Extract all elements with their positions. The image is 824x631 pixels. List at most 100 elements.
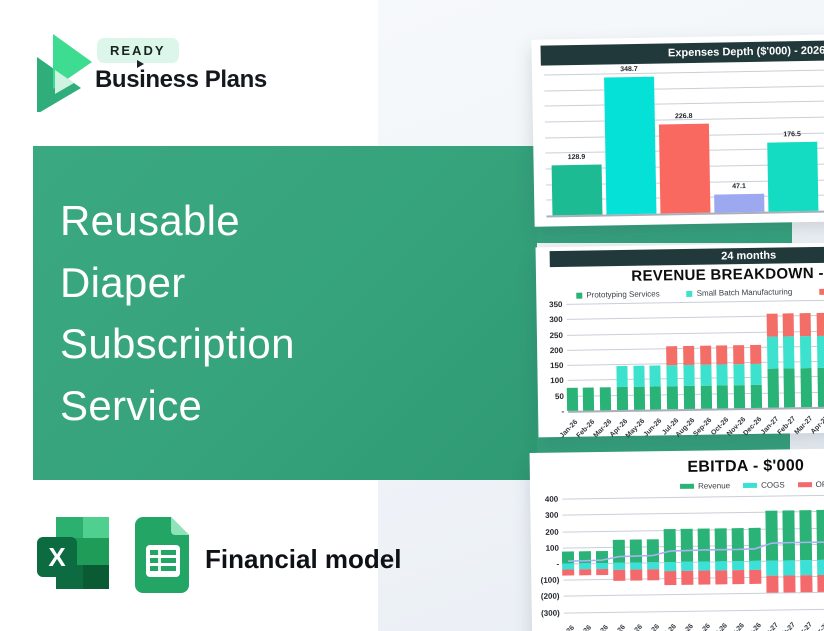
google-sheets-icon <box>135 517 189 593</box>
y-tick-label: 200 <box>549 345 564 355</box>
ebitda-plot <box>561 489 824 619</box>
hero-title-line: Subscription <box>60 320 295 368</box>
revenue-bar-segment <box>733 363 745 386</box>
logo-mark-icon <box>37 34 92 112</box>
revenue-bar-segment <box>649 365 661 387</box>
bar-value-label: 176.5 <box>783 130 801 139</box>
revenue-bar-segment <box>816 312 824 336</box>
revenue-bar-segment <box>683 364 695 387</box>
bar-value-label: 348.7 <box>620 66 638 74</box>
legend-item: Consulting Services <box>819 286 824 296</box>
gridline <box>544 98 824 107</box>
expense-bar <box>767 141 819 212</box>
revenue-bar-segment <box>800 367 813 408</box>
y-tick-label: 350 <box>549 299 563 310</box>
excel-icon: X <box>37 517 109 589</box>
y-tick-label: (300) <box>541 608 560 618</box>
ebitda-line <box>568 541 824 562</box>
revenue-bar-segment <box>783 336 795 369</box>
legend-swatch <box>797 482 812 488</box>
y-tick-label: 400 <box>544 494 559 505</box>
chart-card-revenue: 24 months REVENUE BREAKDOWN - $'000 Prot… <box>535 240 824 440</box>
revenue-bar-segment <box>599 387 612 411</box>
expense-bar <box>714 193 765 213</box>
legend-swatch <box>686 290 693 297</box>
expenses-plot: 128.9 348.7 226.8 47.1 176.5 <box>544 62 824 218</box>
legend-label: COGS <box>760 480 785 490</box>
ebitda-chart-legend: RevenueCOGSOPEX0 <box>680 479 824 491</box>
legend-item: OPEX <box>797 479 824 490</box>
bar-value-label: 226.8 <box>674 113 693 121</box>
hero-title-line: Reusable <box>60 197 240 244</box>
hero-banner: Reusable Diaper Subscription Service <box>33 146 537 480</box>
revenue-chart-badge: 24 months <box>549 244 824 268</box>
revenue-bar-segment <box>750 384 762 408</box>
revenue-bar-segment <box>683 385 695 410</box>
revenue-plot <box>566 297 824 413</box>
revenue-bar-segment <box>749 345 762 364</box>
svg-text:X: X <box>48 542 66 572</box>
expense-bar <box>604 77 657 215</box>
expense-bar <box>551 164 603 216</box>
legend-item: Revenue <box>680 481 730 491</box>
ready-badge: READY <box>97 38 179 63</box>
revenue-bar-segment <box>582 387 595 411</box>
revenue-bar-segment <box>566 387 578 411</box>
legend-swatch <box>576 292 583 299</box>
revenue-bar-segment <box>682 346 695 365</box>
gridline <box>544 67 824 76</box>
revenue-bar-segment <box>716 345 728 365</box>
revenue-bar-segment <box>766 368 779 408</box>
legend-label: OPEX <box>815 479 824 490</box>
revenue-bar-segment <box>616 365 628 388</box>
legend-label: Revenue <box>697 481 731 491</box>
revenue-bar-segment <box>666 364 678 387</box>
chart-card-ebitda: EBITDA - $'000 RevenueCOGSOPEX0 40030020… <box>529 446 824 631</box>
revenue-bar-segment <box>666 386 679 410</box>
hero-title: Reusable Diaper Subscription Service <box>60 190 295 437</box>
y-tick-label: 50 <box>554 391 564 401</box>
revenue-bar-segment <box>817 367 824 407</box>
expense-bar <box>658 123 711 214</box>
revenue-bar-segment <box>733 345 745 364</box>
y-tick-label: 100 <box>550 376 564 386</box>
revenue-bar-segment <box>799 336 812 369</box>
revenue-bar-segment <box>816 335 824 368</box>
revenue-bar-segment <box>733 385 746 409</box>
revenue-bar-segment <box>716 363 728 386</box>
y-tick-label: 250 <box>549 330 563 340</box>
hero-title-line: Service <box>60 382 203 430</box>
legend-item: Small Batch Manufacturing <box>686 287 793 298</box>
y-tick-label: 200 <box>545 527 559 537</box>
legend-item: COGS <box>743 480 785 490</box>
hero-title-line: Diaper <box>60 258 186 306</box>
revenue-bar-segment <box>666 346 678 365</box>
revenue-bar-segment <box>782 313 795 337</box>
card-shadow <box>533 222 792 243</box>
revenue-bar-segment <box>699 345 711 365</box>
y-tick-label: (100) <box>540 575 560 586</box>
revenue-bar-segment <box>750 363 762 386</box>
product-row: X Financial model <box>33 514 453 604</box>
product-label: Financial model <box>205 544 402 574</box>
y-tick-label: (200) <box>540 592 560 602</box>
y-tick-label: 300 <box>549 315 563 325</box>
y-tick-label: - <box>556 559 560 569</box>
expenses-chart-header: Expenses Depth ($'000) - 2026 <box>540 38 824 66</box>
y-tick-label: 100 <box>545 543 559 553</box>
y-tick-label: - <box>561 406 565 416</box>
legend-swatch <box>743 482 758 489</box>
legend-swatch <box>680 483 695 489</box>
revenue-chart-legend: Prototyping Services Small Batch Manufact… <box>576 285 824 300</box>
legend-swatch <box>819 288 824 295</box>
revenue-bar-segment <box>783 368 796 408</box>
brand-logo: READY Business Plans <box>34 30 334 112</box>
gridline <box>544 83 824 92</box>
legend-label: Small Batch Manufacturing <box>696 287 793 298</box>
brand-name: Business Plans <box>95 66 267 93</box>
x-tick-label: Jan-26 <box>543 624 575 631</box>
revenue-bar-segment <box>799 312 811 337</box>
revenue-bar-segment <box>700 385 712 409</box>
revenue-bar-segment <box>766 336 778 369</box>
